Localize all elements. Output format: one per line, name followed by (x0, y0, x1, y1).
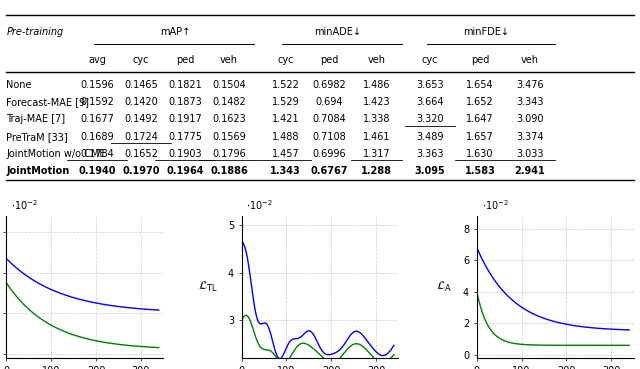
Text: 0.1504: 0.1504 (212, 80, 246, 90)
Text: 1.647: 1.647 (466, 114, 493, 124)
Text: 0.1903: 0.1903 (168, 149, 202, 159)
Text: 1.288: 1.288 (361, 166, 392, 176)
Text: ped: ped (471, 55, 489, 65)
Text: 0.694: 0.694 (316, 97, 343, 107)
Text: 1.423: 1.423 (363, 97, 390, 107)
Text: Forecast-MAE [9]: Forecast-MAE [9] (6, 97, 90, 107)
Text: 1.338: 1.338 (363, 114, 390, 124)
Text: 0.1596: 0.1596 (81, 80, 114, 90)
Text: 3.476: 3.476 (516, 80, 544, 90)
Text: 3.090: 3.090 (516, 114, 544, 124)
Text: 0.1821: 0.1821 (168, 80, 202, 90)
Text: 0.1569: 0.1569 (212, 132, 246, 142)
Text: Traj-MAE [7]: Traj-MAE [7] (6, 114, 65, 124)
Text: JointMotion w/o CME: JointMotion w/o CME (6, 149, 106, 159)
Text: 3.653: 3.653 (416, 80, 444, 90)
Text: 1.343: 1.343 (270, 166, 301, 176)
Text: 2.941: 2.941 (515, 166, 545, 176)
Text: 3.363: 3.363 (416, 149, 444, 159)
Y-axis label: $\mathcal{L}_{\rm A}$: $\mathcal{L}_{\rm A}$ (436, 280, 451, 294)
Text: 0.1465: 0.1465 (124, 80, 158, 90)
Text: 0.7084: 0.7084 (312, 114, 346, 124)
Text: 0.6767: 0.6767 (310, 166, 348, 176)
Text: 1.654: 1.654 (466, 80, 493, 90)
Text: 1.529: 1.529 (271, 97, 300, 107)
Text: 0.1420: 0.1420 (124, 97, 158, 107)
Text: 0.1592: 0.1592 (81, 97, 115, 107)
Text: 0.1873: 0.1873 (168, 97, 202, 107)
Text: PreTraM [33]: PreTraM [33] (6, 132, 68, 142)
Text: 0.1652: 0.1652 (124, 149, 158, 159)
Text: veh: veh (521, 55, 539, 65)
Text: 3.033: 3.033 (516, 149, 544, 159)
Text: 0.1796: 0.1796 (212, 149, 246, 159)
Text: $\cdot10^{-2}$: $\cdot10^{-2}$ (246, 198, 273, 212)
Text: None: None (6, 80, 32, 90)
Text: 0.7108: 0.7108 (312, 132, 346, 142)
Text: 0.1492: 0.1492 (124, 114, 158, 124)
Text: Pre-training: Pre-training (6, 27, 63, 37)
Text: 1.583: 1.583 (465, 166, 495, 176)
Text: mAP↑: mAP↑ (161, 27, 191, 37)
Text: 1.522: 1.522 (271, 80, 300, 90)
Text: 3.320: 3.320 (416, 114, 444, 124)
Text: 3.489: 3.489 (416, 132, 444, 142)
Text: avg: avg (88, 55, 106, 65)
Text: veh: veh (367, 55, 385, 65)
Text: 1.488: 1.488 (272, 132, 300, 142)
Text: 0.6996: 0.6996 (312, 149, 346, 159)
Text: 0.1964: 0.1964 (166, 166, 204, 176)
Text: 0.6982: 0.6982 (312, 80, 346, 90)
Text: 3.374: 3.374 (516, 132, 544, 142)
Text: cyc: cyc (133, 55, 150, 65)
Text: 0.1784: 0.1784 (81, 149, 114, 159)
Text: 0.1482: 0.1482 (212, 97, 246, 107)
Text: 3.343: 3.343 (516, 97, 544, 107)
Text: 0.1917: 0.1917 (168, 114, 202, 124)
Text: 0.1970: 0.1970 (122, 166, 160, 176)
Text: ped: ped (320, 55, 339, 65)
Text: 1.652: 1.652 (466, 97, 494, 107)
Text: 3.664: 3.664 (416, 97, 444, 107)
Text: 1.461: 1.461 (363, 132, 390, 142)
Text: JointMotion: JointMotion (6, 166, 70, 176)
Text: 1.317: 1.317 (363, 149, 390, 159)
Text: veh: veh (220, 55, 238, 65)
Text: 1.657: 1.657 (466, 132, 494, 142)
Text: 1.630: 1.630 (466, 149, 493, 159)
Text: minADE↓: minADE↓ (314, 27, 361, 37)
Y-axis label: $\mathcal{L}_{\rm TL}$: $\mathcal{L}_{\rm TL}$ (198, 280, 218, 294)
Text: ped: ped (176, 55, 195, 65)
Text: 3.095: 3.095 (414, 166, 445, 176)
Text: 1.457: 1.457 (271, 149, 300, 159)
Text: 0.1775: 0.1775 (168, 132, 202, 142)
Text: 0.1940: 0.1940 (79, 166, 116, 176)
Text: 0.1677: 0.1677 (81, 114, 115, 124)
Text: 1.421: 1.421 (272, 114, 300, 124)
Text: cyc: cyc (422, 55, 438, 65)
Text: $\cdot10^{-2}$: $\cdot10^{-2}$ (481, 198, 508, 212)
Text: $\cdot10^{-2}$: $\cdot10^{-2}$ (11, 198, 38, 212)
Text: minFDE↓: minFDE↓ (463, 27, 509, 37)
Text: 0.1623: 0.1623 (212, 114, 246, 124)
Text: 0.1724: 0.1724 (124, 132, 158, 142)
Text: 0.1886: 0.1886 (210, 166, 248, 176)
Text: cyc: cyc (277, 55, 294, 65)
Text: 1.486: 1.486 (363, 80, 390, 90)
Text: 0.1689: 0.1689 (81, 132, 114, 142)
